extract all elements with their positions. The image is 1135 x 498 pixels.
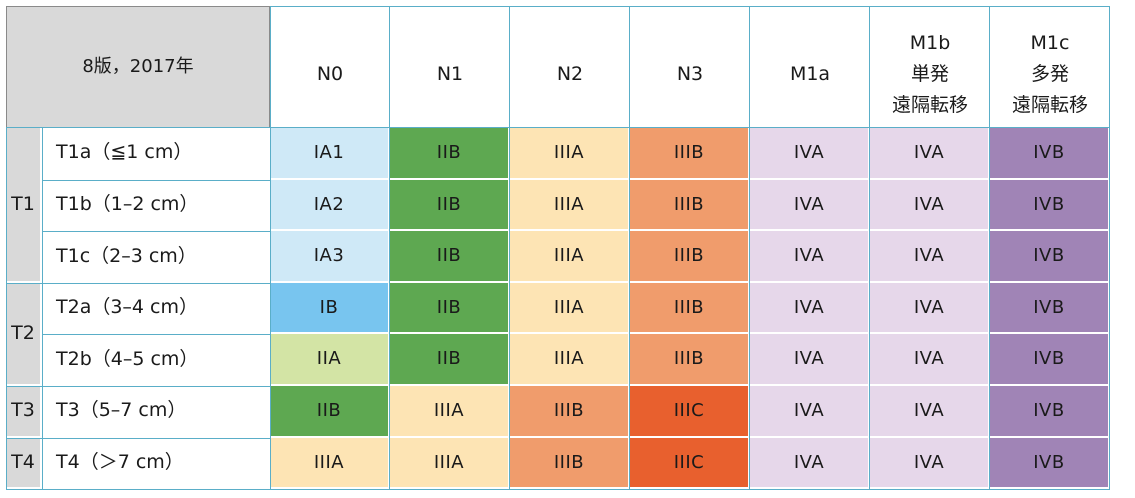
stage-cell: IVA	[870, 334, 990, 386]
stage-cell: IVA	[750, 128, 870, 180]
column-header: M1c 多発遠隔転移	[990, 6, 1110, 128]
column-header-line: 遠隔転移	[891, 93, 968, 116]
row-rule	[42, 231, 270, 233]
stage-cell: IIIB	[630, 128, 750, 180]
stage-cell: IIB	[390, 179, 510, 232]
stage-cell: IVA	[870, 437, 990, 490]
stage-cell: IVB	[990, 179, 1110, 232]
stage-cell: IIB	[270, 386, 390, 438]
stage-cell: IVA	[870, 128, 990, 180]
row-rule	[42, 334, 270, 336]
row-label: T1b（1–2 cm）	[42, 179, 270, 232]
stage-cell: IIIB	[630, 231, 750, 283]
row-group-label: T4	[6, 437, 42, 490]
column-header-line: 遠隔転移	[1011, 93, 1088, 116]
row-group-label: T1	[6, 128, 42, 283]
column-rule	[1109, 6, 1110, 490]
row-label: T2b（4–5 cm）	[42, 334, 270, 386]
stage-cell: IIIB	[630, 179, 750, 232]
stage-cell: IIIC	[630, 437, 750, 490]
stage-cell: IA1	[270, 128, 390, 180]
row-group-label: T2	[6, 282, 42, 386]
column-rule	[989, 6, 990, 490]
table-top-rule	[270, 6, 1110, 7]
stage-cell: IVA	[870, 231, 990, 283]
column-header: M1a	[750, 6, 870, 128]
column-rule	[389, 6, 390, 490]
stage-cell: IVB	[990, 128, 1110, 180]
column-header-line: 多発	[1030, 62, 1069, 85]
stage-cell: IVA	[870, 179, 990, 232]
stage-cell: IB	[270, 282, 390, 335]
row-label: T1c（2–3 cm）	[42, 231, 270, 283]
stage-cell: IVA	[750, 437, 870, 490]
stage-cell: IVB	[990, 437, 1110, 490]
column-rule	[869, 6, 870, 490]
stage-cell: IVA	[750, 334, 870, 386]
row-group-label: T3	[6, 386, 42, 438]
column-header-line: 単発	[910, 62, 949, 85]
column-rule	[270, 6, 271, 490]
stage-cell: IIB	[390, 128, 510, 180]
stage-cell: IIIC	[630, 386, 750, 438]
stage-cell: IIIA	[510, 231, 630, 283]
stage-cell: IVA	[750, 282, 870, 335]
stage-cell: IIIA	[510, 334, 630, 386]
row-label: T1a（≦1 cm）	[42, 128, 270, 180]
stage-cell: IVA	[750, 179, 870, 232]
stage-cell: IIIB	[630, 334, 750, 386]
column-header: N3	[630, 6, 750, 128]
stage-cell: IVB	[990, 231, 1110, 283]
column-header: N1	[390, 6, 510, 128]
header-bottom-rule	[6, 127, 1110, 128]
stage-cell: IIIA	[510, 128, 630, 180]
label-divider	[42, 128, 43, 490]
row-rule	[42, 282, 270, 284]
stage-cell: IVA	[750, 386, 870, 438]
column-header: N2	[510, 6, 630, 128]
column-header-line: N0	[316, 62, 344, 85]
stage-cell: IIIA	[390, 386, 510, 438]
column-header-line: M1b	[909, 31, 951, 54]
row-rule	[42, 179, 270, 181]
column-header-line: M1c	[1030, 31, 1070, 54]
column-rule	[749, 6, 750, 490]
stage-cell: IIIA	[510, 282, 630, 335]
column-rule	[629, 6, 630, 490]
table-bottom-rule	[6, 489, 1110, 491]
row-rule	[42, 437, 270, 439]
column-header-line: N2	[556, 62, 584, 85]
left-rule	[6, 128, 7, 490]
corner-label: 8版，2017年	[6, 6, 270, 128]
stage-cell: IVA	[870, 282, 990, 335]
stage-cell: IIIA	[390, 437, 510, 490]
stage-cell: IVB	[990, 334, 1110, 386]
stage-cell: IIA	[270, 334, 390, 386]
stage-cell: IIIB	[630, 282, 750, 335]
stage-cell: IVB	[990, 386, 1110, 438]
stage-cell: IA2	[270, 179, 390, 232]
stage-cell: IIIB	[510, 437, 630, 490]
stage-cell: IIB	[390, 231, 510, 283]
column-rule	[509, 6, 510, 490]
row-label: T3（5–7 cm）	[42, 386, 270, 438]
stage-cell: IIIB	[510, 386, 630, 438]
stage-cell: IIIA	[510, 179, 630, 232]
column-header: N0	[270, 6, 390, 128]
row-rule	[42, 386, 270, 387]
stage-cell: IIB	[390, 334, 510, 386]
row-label: T4（＞7 cm）	[42, 437, 270, 490]
row-label: T2a（3–4 cm）	[42, 282, 270, 335]
stage-cell: IIIA	[270, 437, 390, 490]
stage-cell: IVA	[870, 386, 990, 438]
stage-cell: IVB	[990, 282, 1110, 335]
column-header-line: N1	[436, 62, 464, 85]
column-header: M1b 単発遠隔転移	[870, 6, 990, 128]
stage-cell: IVA	[750, 231, 870, 283]
stage-cell: IIB	[390, 282, 510, 335]
stage-cell: IA3	[270, 231, 390, 283]
column-header-line: M1a	[789, 62, 831, 85]
column-header-line: N3	[676, 62, 704, 85]
